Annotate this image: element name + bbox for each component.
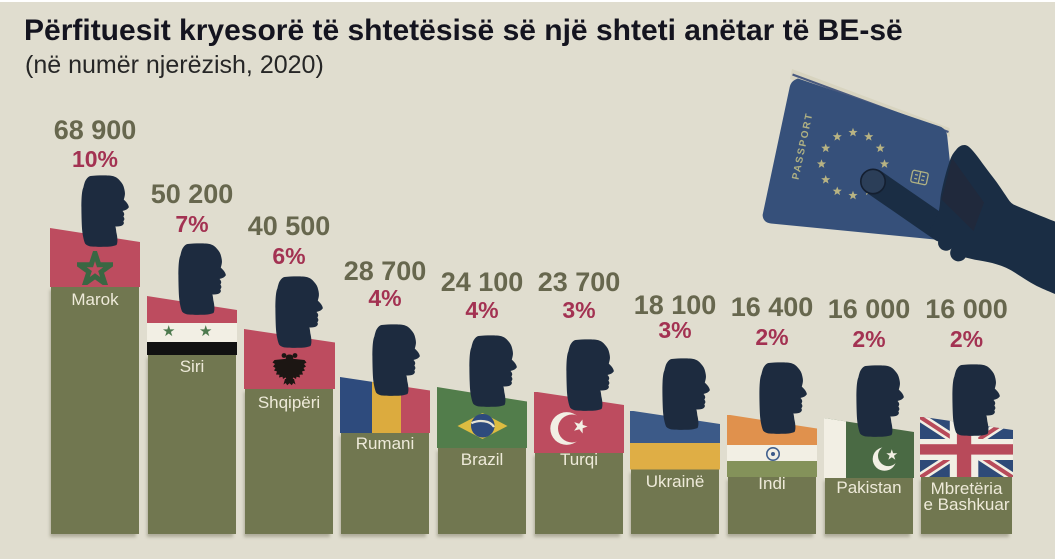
svg-text:PASSPORT: PASSPORT xyxy=(791,111,816,180)
